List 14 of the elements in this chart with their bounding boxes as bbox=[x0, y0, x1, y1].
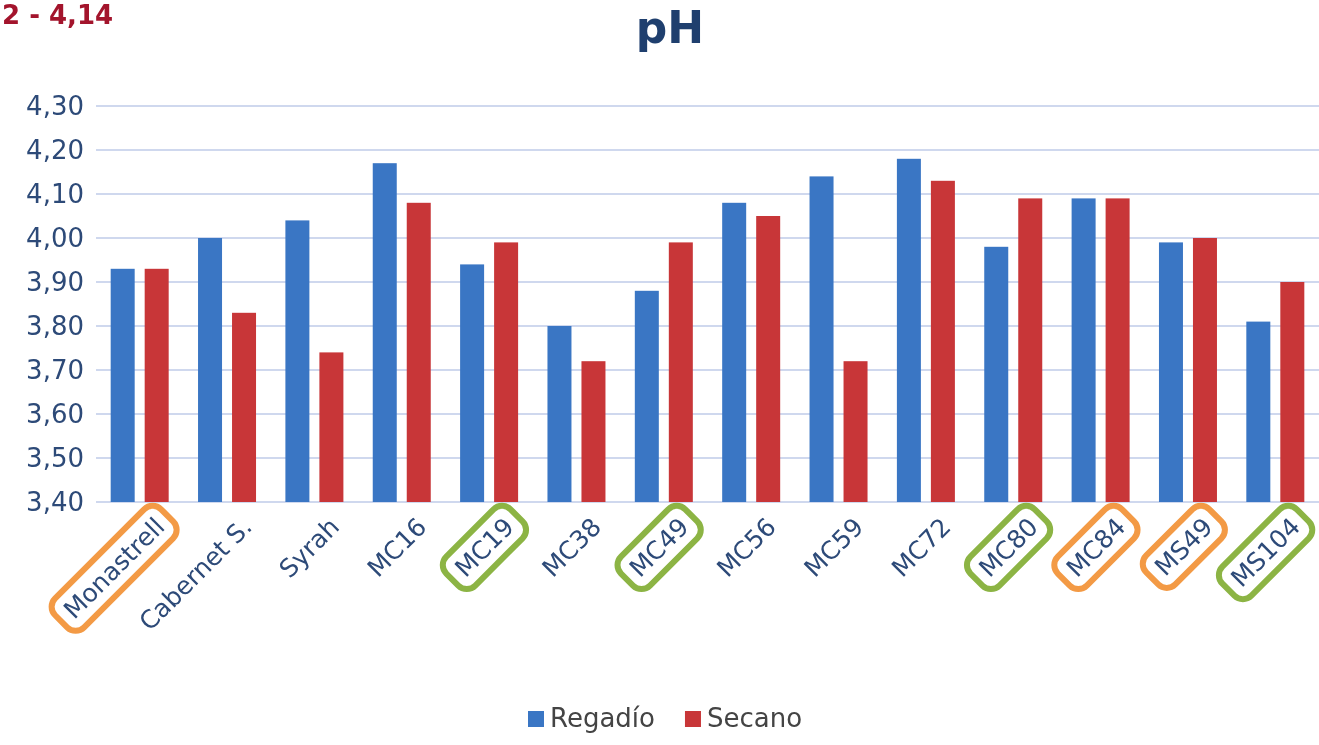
y-tick-label: 3,70 bbox=[26, 354, 84, 385]
y-tick-label: 3,40 bbox=[26, 486, 84, 517]
y-tick-label: 4,30 bbox=[26, 90, 84, 121]
y-tick-label: 3,60 bbox=[26, 398, 84, 429]
y-tick-label: 3,90 bbox=[26, 266, 84, 297]
y-tick-label: 4,00 bbox=[26, 222, 84, 253]
y-tick-label: 3,50 bbox=[26, 442, 84, 473]
y-tick-label: 3,80 bbox=[26, 310, 84, 341]
y-tick-label: 4,10 bbox=[26, 178, 84, 209]
y-tick-label: 4,20 bbox=[26, 134, 84, 165]
legend-label: Regadío bbox=[550, 703, 655, 733]
legend-label: Secano bbox=[706, 703, 803, 733]
chart-title: pH bbox=[635, 2, 705, 53]
text: 2 - 4,14 bbox=[2, 0, 114, 30]
